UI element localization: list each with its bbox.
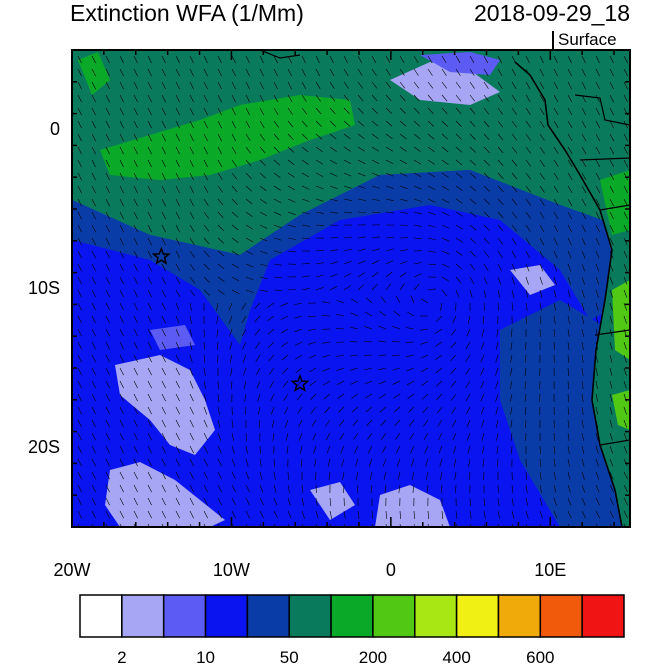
- colorbar-label: 400: [442, 648, 470, 668]
- colorbar-label: 50: [280, 648, 299, 668]
- map-field: [72, 50, 630, 532]
- colorbar-swatch: [498, 595, 540, 637]
- colorbar-swatch: [80, 595, 122, 637]
- colorbar-swatch: [164, 595, 206, 637]
- colorbar-swatch: [206, 595, 248, 637]
- lon-tick-label: 10E: [534, 560, 566, 581]
- colorbar: [80, 595, 624, 637]
- colorbar-label: 600: [526, 648, 554, 668]
- lat-tick-label: 10S: [20, 278, 60, 299]
- lat-tick-label: 20S: [20, 437, 60, 458]
- colorbar-swatch: [582, 595, 624, 637]
- colorbar-label: 10: [196, 648, 215, 668]
- lon-tick-label: 10W: [213, 560, 250, 581]
- colorbar-swatch: [331, 595, 373, 637]
- lat-tick-label: 0: [20, 119, 60, 140]
- colorbar-swatch: [457, 595, 499, 637]
- colorbar-swatch: [122, 595, 164, 637]
- lon-tick-label: 0: [386, 560, 396, 581]
- lon-tick-label: 20W: [53, 560, 90, 581]
- colorbar-swatch: [247, 595, 289, 637]
- colorbar-swatch: [540, 595, 582, 637]
- colorbar-swatch: [289, 595, 331, 637]
- colorbar-label: 200: [359, 648, 387, 668]
- colorbar-swatch: [373, 595, 415, 637]
- colorbar-swatch: [415, 595, 457, 637]
- colorbar-label: 2: [117, 648, 126, 668]
